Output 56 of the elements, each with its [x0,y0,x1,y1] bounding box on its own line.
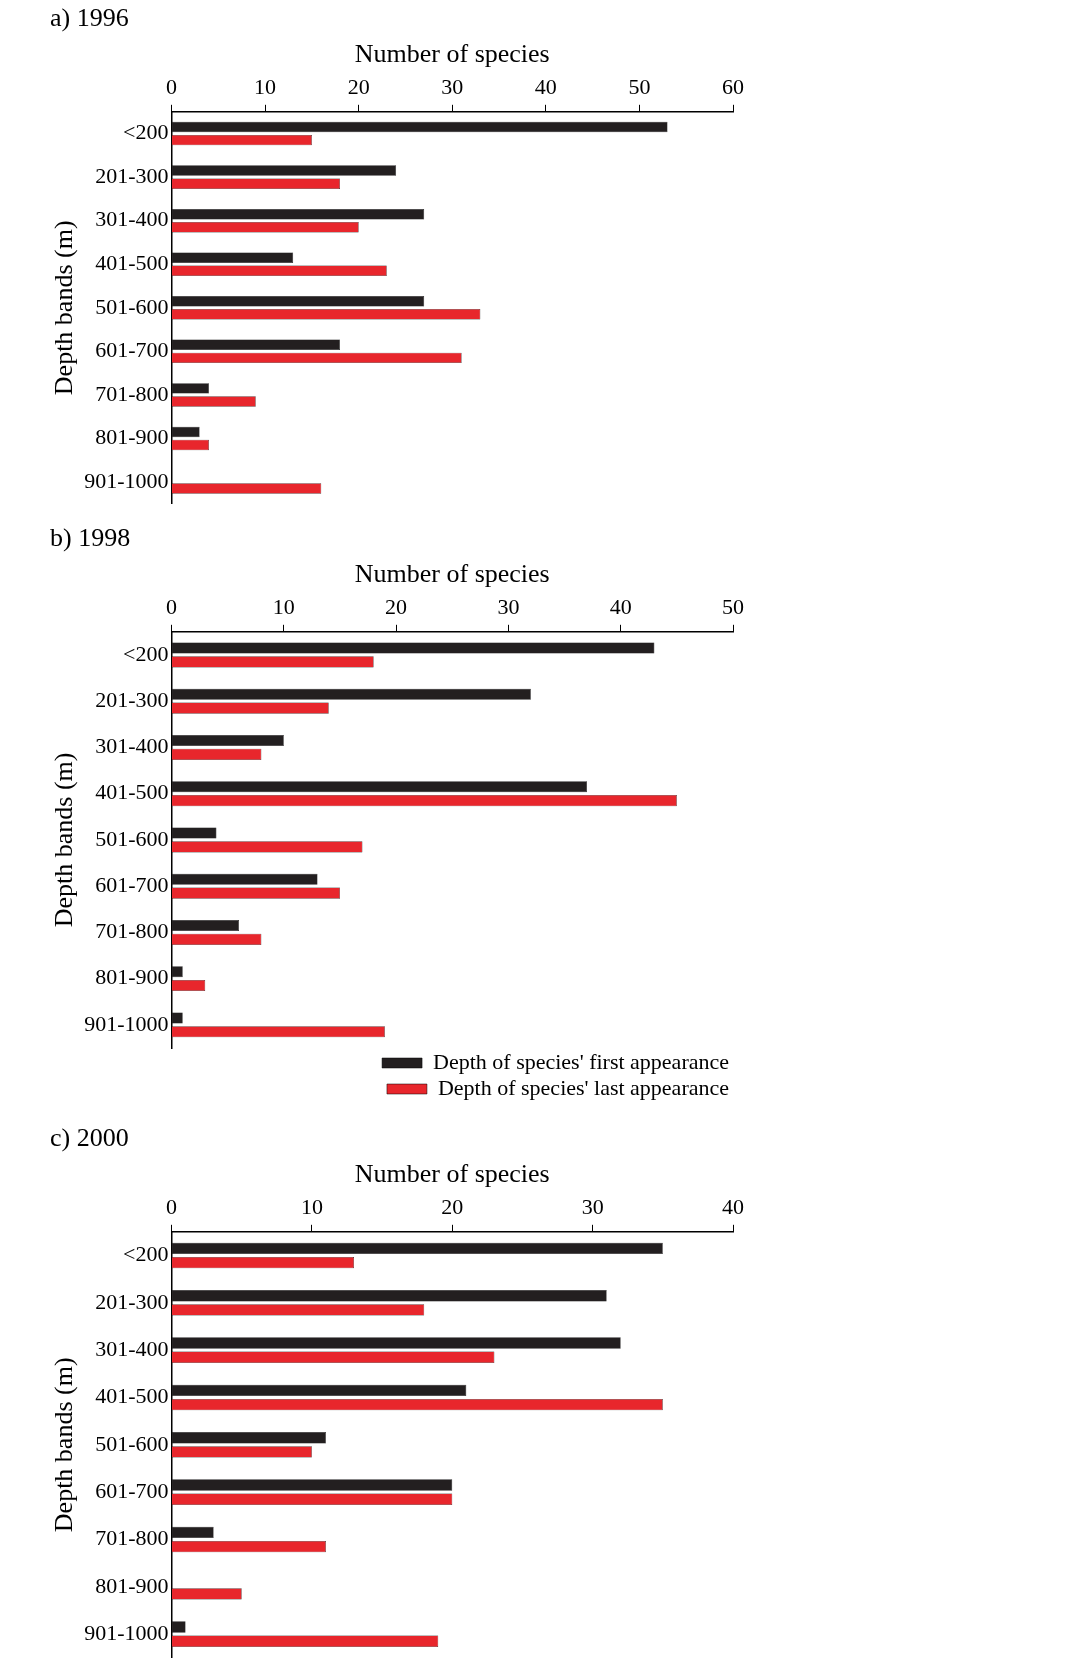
y-tick-label: 301-400 [95,206,169,232]
x-tick-label: 30 [497,594,520,620]
y-tick-label: 601-700 [95,337,169,363]
y-tick-label: 601-700 [95,871,169,897]
y-tick-label: 801-900 [95,964,169,990]
chart-title: a) 1996 [50,3,129,33]
legend-label: Depth of species' first appearance [433,1048,729,1074]
chart-title: b) 1998 [50,523,131,553]
y-axis-title: Depth bands (m) [49,220,79,396]
y-tick-label: 201-300 [95,686,169,712]
x-tick-label: 50 [628,74,651,100]
y-tick-label: 401-500 [95,1383,169,1409]
y-tick-label: 901-1000 [84,1010,169,1036]
y-tick-label: 201-300 [95,1288,169,1314]
x-tick-label: 50 [722,594,744,620]
y-tick-label: 301-400 [95,733,169,759]
y-axis-title: Depth bands (m) [49,752,79,928]
x-tick-label: 0 [166,74,178,100]
x-tick-label: 60 [722,74,744,100]
x-axis-title: Number of species [354,1158,550,1188]
y-tick-label: 401-500 [95,779,169,805]
y-tick-label: 401-500 [95,250,169,276]
x-tick-label: 20 [347,74,370,100]
x-tick-label: 20 [385,594,408,620]
chart-title: c) 2000 [50,1123,129,1153]
y-axis-title: Depth bands (m) [49,1357,79,1533]
y-tick-label: 801-900 [95,1572,169,1598]
x-axis-title: Number of species [354,558,550,588]
x-tick-label: 10 [254,74,277,100]
x-tick-label: 40 [534,74,557,100]
x-tick-label: 30 [581,1194,604,1220]
y-tick-label: 901-1000 [84,467,169,493]
x-tick-label: 40 [722,1194,744,1220]
y-tick-label: <200 [123,1241,169,1267]
x-tick-label: 20 [441,1194,464,1220]
y-tick-label: 201-300 [95,162,169,188]
y-tick-label: 801-900 [95,424,169,450]
y-tick-label: 701-800 [95,1525,169,1551]
x-tick-label: 40 [609,594,632,620]
x-tick-label: 10 [272,594,295,620]
y-tick-label: 301-400 [95,1335,169,1361]
x-tick-label: 10 [300,1194,323,1220]
x-tick-label: 0 [166,594,178,620]
y-tick-label: 701-800 [95,918,169,944]
y-tick-label: 701-800 [95,380,169,406]
y-tick-label: <200 [123,119,169,145]
legend-label: Depth of species' last appearance [437,1074,730,1100]
y-tick-label: 601-700 [95,1477,169,1503]
y-tick-label: 501-600 [95,293,169,319]
x-tick-label: 0 [166,1194,178,1220]
y-tick-label: <200 [123,640,169,666]
y-tick-label: 501-600 [95,825,169,851]
y-tick-label: 901-1000 [84,1619,169,1645]
x-tick-label: 30 [441,74,464,100]
y-tick-label: 501-600 [95,1430,169,1456]
x-axis-title: Number of species [354,38,550,68]
